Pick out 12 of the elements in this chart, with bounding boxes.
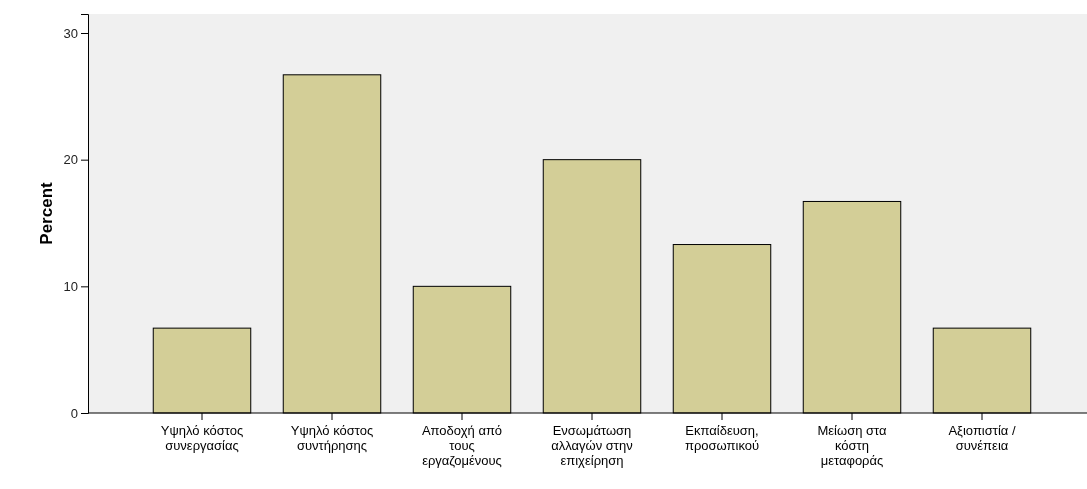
x-tick-label: Αποδοχή από τους εργαζομένους xyxy=(421,423,503,468)
x-tick-label: Αξιοπιστία / συνέπεια xyxy=(948,423,1016,453)
y-tick-label: 0 xyxy=(70,405,78,421)
y-tick-label: 20 xyxy=(63,152,78,168)
x-tick-label: Υψηλό κόστος συνεργασίας xyxy=(160,423,244,453)
y-axis-title: Percent xyxy=(37,181,56,245)
x-tick-label: Μείωση στα κόστη μεταφοράς xyxy=(817,423,887,468)
y-tick-label: 10 xyxy=(63,278,78,294)
x-tick-label: Εκπαίδευση, προσωπικού xyxy=(684,423,760,453)
y-tick-label: 30 xyxy=(63,25,78,41)
x-tick-label: Ενσωμάτωση αλλαγών στην επιχείρηση xyxy=(551,423,633,468)
x-tick-label: Υψηλό κόστος συντήρησης xyxy=(290,423,374,453)
